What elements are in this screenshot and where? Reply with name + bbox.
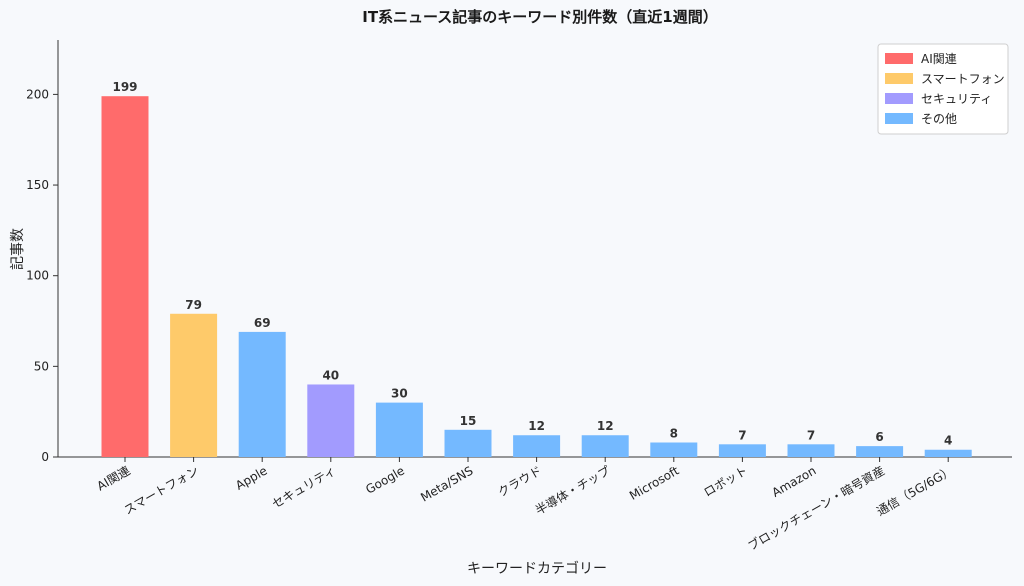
bar	[101, 96, 149, 457]
bar-value-label: 15	[460, 414, 477, 428]
legend-box	[877, 43, 1009, 135]
bars	[101, 96, 972, 457]
y-tick-label: 100	[26, 269, 49, 283]
y-tick-label: 150	[26, 178, 49, 192]
legend-label: その他	[921, 112, 957, 126]
x-tick-label: スマートフォン	[122, 463, 201, 517]
legend-swatch	[885, 113, 913, 124]
y-tick-label: 50	[34, 359, 49, 373]
x-tick-label: AI関連	[95, 463, 133, 493]
bar	[787, 444, 835, 457]
bar	[375, 402, 423, 457]
bar-value-label: 40	[322, 368, 339, 382]
bar	[856, 446, 904, 457]
bar	[581, 435, 629, 457]
x-tick-label: クラウド	[496, 463, 545, 499]
x-tick-label: Microsoft	[627, 463, 682, 503]
x-tick-label: セキュリティ	[270, 463, 339, 511]
x-tick-label: Apple	[233, 463, 270, 492]
bar	[444, 429, 492, 457]
bar-value-label: 6	[875, 430, 883, 444]
bar	[718, 444, 766, 457]
y-tick-label: 200	[26, 87, 49, 101]
bar-value-label: 12	[597, 419, 614, 433]
bar-value-label: 12	[528, 419, 545, 433]
x-tick-label: 半導体・チップ	[533, 463, 613, 517]
bar	[650, 442, 698, 457]
bar-value-label: 8	[670, 426, 678, 440]
x-axis-label: キーワードカテゴリー	[467, 560, 607, 577]
bar	[513, 435, 561, 457]
x-tick-label: 通信（5G/6G）	[874, 463, 955, 518]
bar-value-label: 7	[738, 428, 746, 442]
x-tick-label: Meta/SNS	[418, 463, 475, 504]
bar-value-label: 199	[112, 80, 137, 94]
legend-swatch	[885, 93, 913, 104]
bar	[924, 449, 972, 457]
chart-title: IT系ニュース記事のキーワード別件数（直近1週間）	[362, 8, 718, 26]
bar-value-label: 7	[807, 428, 815, 442]
bar-value-label: 30	[391, 387, 408, 401]
x-tick-label: Amazon	[769, 463, 818, 499]
legend-label: スマートフォン	[921, 72, 1005, 86]
bar	[170, 313, 218, 457]
bar-value-label: 4	[944, 434, 952, 448]
x-tick-label: Google	[363, 463, 407, 496]
legend-label: AI関連	[921, 52, 957, 66]
x-tick-label: ロボット	[701, 463, 750, 499]
legend-swatch	[885, 53, 913, 64]
y-axis: 0 50 100 150 200	[26, 40, 59, 464]
bar-value-label: 79	[185, 298, 202, 312]
bar-value-label: 69	[254, 316, 271, 330]
value-labels: 199 79 69 40 30 15 12 12 8 7 7 6 4	[112, 80, 952, 448]
legend-label: セキュリティ	[921, 92, 992, 106]
legend-swatch	[885, 73, 913, 84]
bar	[307, 384, 355, 457]
bar	[238, 331, 286, 457]
y-tick-label: 0	[41, 450, 49, 464]
y-axis-label: 記事数	[9, 228, 26, 270]
